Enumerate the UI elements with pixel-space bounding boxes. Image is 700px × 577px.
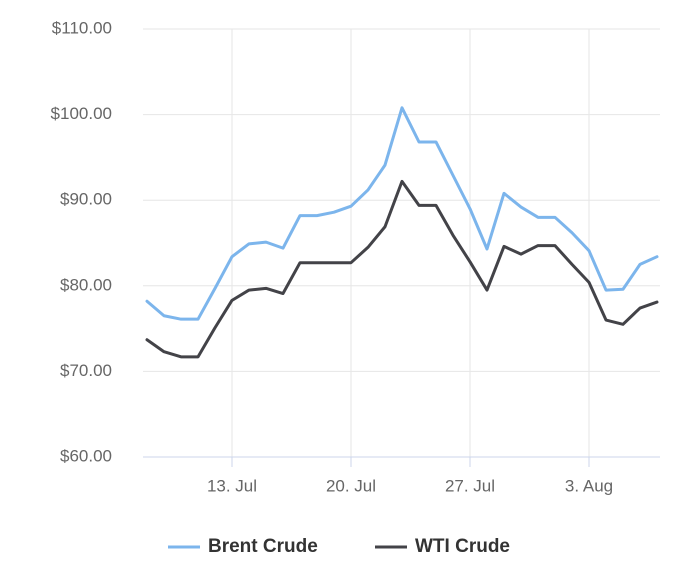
y-tick-label: $70.00 (60, 361, 112, 380)
y-tick-label: $90.00 (60, 190, 112, 209)
legend-label: WTI Crude (415, 536, 510, 557)
y-tick-label: $110.00 (52, 18, 112, 37)
legend-label: Brent Crude (208, 536, 318, 557)
y-tick-label: $80.00 (60, 275, 112, 294)
y-tick-label: $60.00 (60, 446, 112, 465)
x-tick-label: 20. Jul (326, 476, 376, 495)
x-tick-label: 13. Jul (207, 476, 257, 495)
y-tick-label: $100.00 (51, 104, 112, 123)
series-line (145, 179, 659, 359)
series-line (145, 106, 659, 321)
x-tick-label: 3. Aug (565, 476, 613, 495)
x-tick-label: 27. Jul (445, 476, 495, 495)
